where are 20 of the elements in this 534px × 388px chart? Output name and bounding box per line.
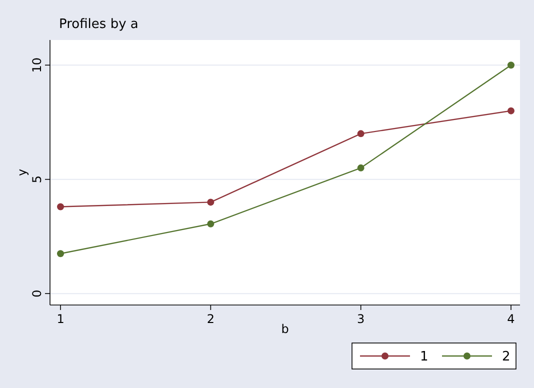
point xyxy=(207,220,214,228)
legend-label: 2 xyxy=(502,350,510,364)
y-tick-label: 5 xyxy=(30,176,44,184)
point xyxy=(507,62,514,69)
point xyxy=(207,198,214,206)
x-tick-label: 3 xyxy=(357,312,365,326)
point xyxy=(507,107,514,114)
chart-title: Profiles by a xyxy=(59,17,138,32)
y-tick-label: 10 xyxy=(30,57,44,73)
x-axis-title: b xyxy=(281,322,289,336)
x-tick-label: 2 xyxy=(206,312,214,326)
point xyxy=(357,164,364,172)
point xyxy=(57,250,64,258)
x-tick-label: 1 xyxy=(56,312,64,326)
legend-label: 1 xyxy=(420,350,428,364)
y-tick-label: 0 xyxy=(30,290,44,298)
point xyxy=(357,130,364,138)
y-axis-title: y xyxy=(15,168,29,176)
point xyxy=(57,203,64,210)
x-tick-label: 4 xyxy=(507,312,515,326)
